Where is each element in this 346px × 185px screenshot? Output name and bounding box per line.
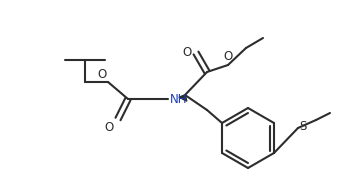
Text: O: O <box>183 46 192 58</box>
Text: S: S <box>299 120 306 134</box>
Text: O: O <box>105 121 114 134</box>
Text: O: O <box>224 50 233 63</box>
Text: O: O <box>98 68 107 81</box>
Text: NH: NH <box>170 92 188 105</box>
